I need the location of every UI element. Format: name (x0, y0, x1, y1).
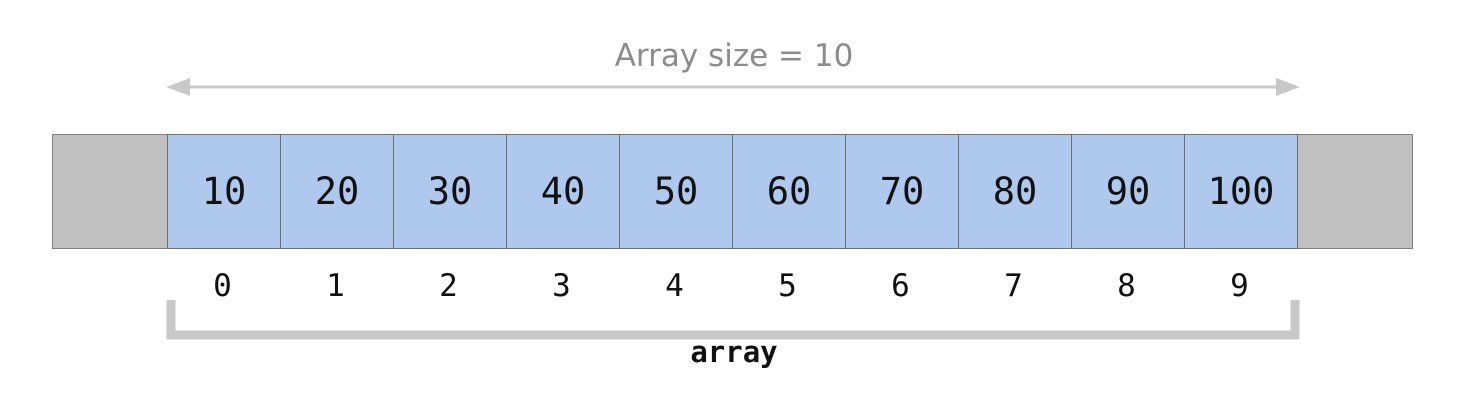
index-label: 1 (326, 268, 345, 304)
array-cell: 20 (281, 134, 394, 249)
index-label: 2 (439, 268, 458, 304)
array-cell: 90 (1072, 134, 1185, 249)
index-label: 0 (213, 268, 232, 304)
index-label: 5 (778, 268, 797, 304)
right-padding-block (1298, 134, 1413, 249)
index-label: 3 (552, 268, 571, 304)
index-label: 9 (1230, 268, 1249, 304)
array-bracket (166, 298, 1300, 342)
array-cell: 60 (733, 134, 846, 249)
index-label: 6 (891, 268, 910, 304)
array-cell: 30 (394, 134, 507, 249)
array-cell: 50 (620, 134, 733, 249)
index-label: 8 (1117, 268, 1136, 304)
index-row: 0 1 2 3 4 5 6 7 8 9 (166, 268, 1296, 304)
array-cell: 70 (846, 134, 959, 249)
index-label: 7 (1004, 268, 1023, 304)
array-cell: 80 (959, 134, 1072, 249)
index-label: 4 (665, 268, 684, 304)
array-size-label: Array size = 10 (614, 38, 854, 74)
array-cell: 100 (1185, 134, 1298, 249)
left-padding-block (52, 134, 167, 249)
size-arrow (166, 74, 1300, 100)
array-name-label: array (690, 335, 778, 369)
array-cell: 40 (507, 134, 620, 249)
array-row: 10 20 30 40 50 60 70 80 90 100 (52, 134, 1413, 249)
array-cell: 10 (167, 134, 281, 249)
